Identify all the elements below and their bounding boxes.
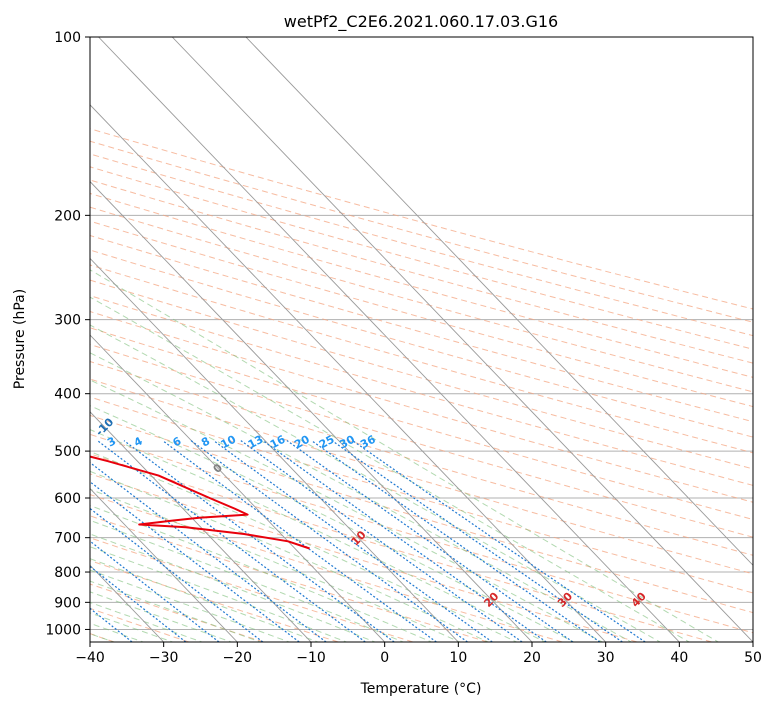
dry-adiabat <box>90 414 753 614</box>
x-tick-label: −30 <box>149 650 179 666</box>
mixing-ratio-line <box>90 540 220 642</box>
plot-content <box>90 37 753 642</box>
dry-adiabat <box>90 249 753 438</box>
mixing-ratio-label: 36 <box>358 433 378 452</box>
moist-adiabat <box>90 546 348 642</box>
x-tick-label: 50 <box>744 650 762 666</box>
x-tick-label: 0 <box>380 650 389 666</box>
y-axis-ticks: 100 200 300 400 500 600 700 800 900 1000 <box>45 30 90 638</box>
y-tick-label: 300 <box>54 313 81 329</box>
dry-adiabat <box>90 166 753 350</box>
mixing-ratio-line <box>123 440 395 642</box>
dry-adiabat <box>90 206 753 393</box>
plot-frame <box>89 36 754 643</box>
mixing-ratio-line <box>190 440 468 642</box>
mixing-ratio-line <box>240 440 523 642</box>
moist-adiabat <box>90 580 262 642</box>
y-tick-label: 900 <box>54 595 81 611</box>
x-tick-label: 40 <box>670 650 688 666</box>
mixing-ratio-label: 30 <box>337 433 357 452</box>
isotherm-line <box>90 487 238 642</box>
x-axis-label: Temperature (°C) <box>360 681 482 697</box>
isotherm-line <box>90 257 459 642</box>
moist-adiabat <box>90 429 547 642</box>
mixing-ratio-line <box>352 440 646 642</box>
dry-adiabat <box>90 396 753 594</box>
dry-adiabat <box>90 234 753 423</box>
dry-adiabat <box>90 583 264 642</box>
mixing-ratio-label: 25 <box>317 433 337 452</box>
sounding-series <box>90 455 310 550</box>
chart-title: wetPf2_C2E6.2021.060.17.03.G16 <box>284 12 558 32</box>
mixing-ratio-line <box>90 481 300 642</box>
mixing-ratio-label: 20 <box>292 433 312 452</box>
x-tick-label: 20 <box>523 650 541 666</box>
dry-adiabat <box>90 140 753 323</box>
mixing-ratio-line <box>286 440 574 642</box>
isotherm-line <box>98 37 680 642</box>
x-tick-label: −10 <box>296 650 326 666</box>
y-tick-label: 200 <box>54 208 81 224</box>
isotherm-line <box>90 180 533 642</box>
moist-adiabat <box>90 601 204 642</box>
mixing-ratio-line <box>97 440 366 642</box>
dry-adiabat <box>90 279 753 470</box>
plot-area <box>90 37 753 642</box>
temperature-profile <box>90 455 310 550</box>
dry-adiabat <box>90 515 488 642</box>
x-axis-ticks: −40 −30 −20 −10 0 10 20 30 40 50 <box>75 642 762 666</box>
isotherm-line <box>90 411 312 642</box>
mixing-ratio-line <box>213 440 493 642</box>
mixing-ratio-lines <box>90 440 646 642</box>
mixing-ratio-label: 13 <box>246 433 266 452</box>
y-tick-label: 500 <box>54 444 81 460</box>
x-tick-label: −40 <box>75 650 105 666</box>
y-axis-label: Pressure (hPa) <box>12 289 28 389</box>
y-tick-label: 700 <box>54 531 81 547</box>
dry-adiabat <box>90 192 753 378</box>
dry-adiabats <box>90 128 753 642</box>
moist-adiabat <box>90 470 490 642</box>
dry-adiabat <box>90 453 712 642</box>
moist-adiabat <box>90 296 691 642</box>
y-tick-label: 800 <box>54 565 81 581</box>
mixing-ratio-line <box>331 440 623 642</box>
y-tick-label: 1000 <box>45 622 81 638</box>
moist-adiabat <box>90 269 720 642</box>
mixing-ratio-line <box>162 440 437 642</box>
moist-adiabat <box>90 324 662 642</box>
y-tick-label: 400 <box>54 387 81 403</box>
dry-adiabat <box>90 433 753 634</box>
dry-adiabat <box>90 310 753 503</box>
moist-adiabat <box>90 405 575 642</box>
isotherm-line <box>90 104 607 642</box>
moist-adiabat <box>90 533 377 642</box>
mixing-ratio-line <box>90 507 264 642</box>
isotherm-line <box>171 37 753 642</box>
mixing-ratio-line <box>90 461 327 642</box>
isotherm-line <box>245 37 753 566</box>
moist-adiabat <box>90 352 633 642</box>
y-tick-label: 100 <box>54 30 81 46</box>
moist-adiabat <box>90 488 461 642</box>
x-tick-label: 30 <box>597 650 615 666</box>
x-tick-label: 10 <box>449 650 467 666</box>
isotherm-lines <box>90 37 753 642</box>
x-tick-label: −20 <box>223 650 253 666</box>
mixing-ratio-label: 10 <box>219 433 239 452</box>
y-tick-label: 600 <box>54 491 81 507</box>
dry-adiabat <box>90 327 753 520</box>
mixing-ratio-line <box>262 440 547 642</box>
mixing-ratio-label: 16 <box>268 433 288 452</box>
